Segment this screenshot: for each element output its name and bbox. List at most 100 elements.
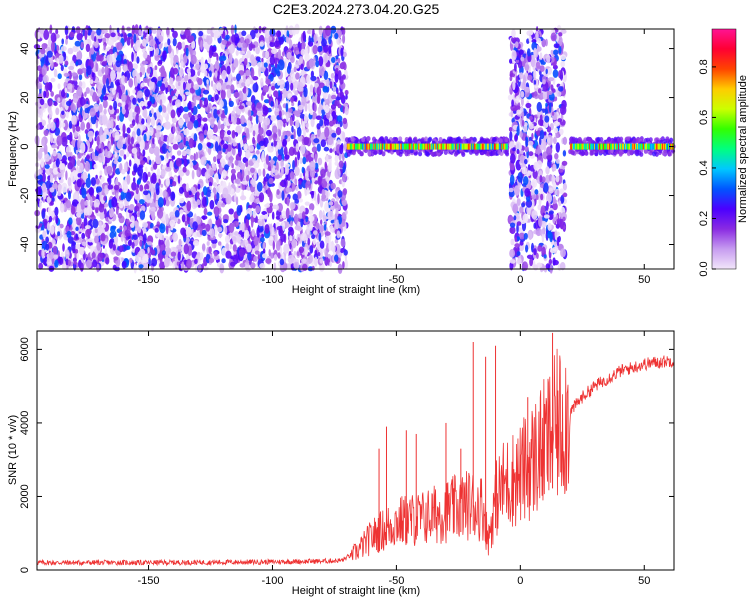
spectrogram-cell <box>90 177 96 187</box>
spectrogram-cell <box>82 154 86 160</box>
spectrogram-cell <box>211 46 217 53</box>
spectrogram-cell <box>131 24 136 35</box>
spectrogram-cell <box>305 154 309 163</box>
spectrogram-cell <box>198 30 204 37</box>
spectrogram-cell <box>61 182 68 193</box>
spectrogram-cell <box>213 156 217 163</box>
spectrogram-cell <box>331 94 337 100</box>
spectrogram-cell <box>114 131 120 141</box>
spectrogram-cell <box>72 170 78 177</box>
spectrogram-cell <box>155 125 163 131</box>
spectrogram-cell <box>329 148 333 154</box>
spectrogram-cell <box>48 109 53 119</box>
spectrogram-cell <box>84 29 88 41</box>
spectrogram-cell <box>386 139 391 145</box>
spectrogram-cell <box>328 120 334 127</box>
spectrogram-cell <box>296 251 300 257</box>
spectrogram-cell <box>448 136 453 142</box>
spectrogram-cell <box>205 223 211 232</box>
spectrogram-cell <box>124 76 128 84</box>
spectrogram-cell <box>88 187 95 196</box>
spectrogram-cell <box>190 54 197 65</box>
spectrogram-cell <box>323 146 330 152</box>
spectrogram-cell <box>85 177 92 188</box>
spectrogram-cell <box>188 138 194 149</box>
spectrogram-cell <box>328 240 332 251</box>
spectrogram-cell <box>294 166 300 176</box>
spectrogram-cell <box>77 139 80 150</box>
spectrogram-cell <box>287 254 294 264</box>
spectrogram-cell <box>143 190 149 196</box>
spectrogram-cell <box>65 199 72 209</box>
spectrogram-cell <box>150 166 154 171</box>
spectrogram-cell <box>46 50 53 58</box>
spectrogram-cell <box>297 190 302 201</box>
spectrogram-cell <box>276 226 283 231</box>
spectrogram-cell <box>253 161 260 169</box>
spectrogram-cell <box>202 117 208 122</box>
spectrogram-cell <box>57 231 61 237</box>
spectrogram-cell <box>79 237 83 244</box>
spectrogram-cell <box>344 209 348 215</box>
spectrogram-cell <box>221 69 227 80</box>
spectrogram-cell <box>86 206 93 216</box>
spectrogram-cell <box>221 39 227 45</box>
spectrogram-cell <box>228 223 235 233</box>
spectrogram-cell <box>114 151 118 158</box>
spectrogram-cell <box>167 44 172 54</box>
spectrogram-cell <box>265 78 271 85</box>
spectrogram-cell <box>305 216 309 223</box>
spectrogram-cell <box>98 203 105 213</box>
spectrogram-cell <box>150 206 156 212</box>
spectrogram-cell <box>325 251 329 258</box>
spectrogram-cell <box>461 139 466 145</box>
spectrogram-cell <box>139 248 146 257</box>
spectrogram-cell <box>180 35 187 40</box>
spectrogram-cell <box>139 139 145 151</box>
spectrogram-cell <box>151 142 156 149</box>
spectrogram-cell <box>64 249 70 259</box>
spectrogram-cell <box>104 148 108 158</box>
spectrogram-cell <box>186 258 192 269</box>
spectrogram-cell <box>109 24 112 35</box>
spectrogram-cell <box>243 85 247 94</box>
spectrogram-cell <box>185 148 191 155</box>
spectrogram-cell <box>212 182 218 188</box>
spectrogram-cell <box>191 169 195 180</box>
spectrogram-cell <box>180 30 184 35</box>
spectrogram-cell <box>275 204 279 211</box>
spectrogram-cell <box>330 25 337 34</box>
spectrogram-cell <box>113 184 120 191</box>
spectrogram-cell <box>54 259 59 268</box>
spectrogram-cell <box>278 129 282 137</box>
spectrogram-cell <box>45 180 52 190</box>
spectrogram-cell <box>289 202 296 210</box>
spectrogram-cell <box>94 235 99 244</box>
spectrogram-cell <box>255 46 260 55</box>
spectrogram-cell <box>131 51 135 62</box>
spectrogram-cell <box>67 83 73 90</box>
spectrogram-cell <box>276 139 282 150</box>
spectrogram-cell <box>68 65 75 71</box>
spectrogram-cell <box>106 78 109 89</box>
spectrogram-cell <box>153 146 160 157</box>
spectrogram-cell <box>279 181 284 186</box>
spectrogram-cell <box>235 178 241 185</box>
spectrogram-cell <box>344 89 349 96</box>
spectrogram-cell <box>109 129 113 134</box>
spectrogram-cell <box>59 203 65 213</box>
spectrogram-cell <box>101 66 105 74</box>
spectrogram-cell <box>50 32 57 43</box>
spectrogram-cell <box>337 103 342 109</box>
spectrogram-cell <box>216 154 223 159</box>
spectrogram-cell <box>334 154 339 163</box>
spectrogram-cell <box>293 251 297 256</box>
spectrogram-cell <box>74 40 81 47</box>
spectrogram-cell <box>142 227 147 236</box>
spectrogram-cell <box>182 81 186 91</box>
spectrogram-cell <box>297 81 304 92</box>
spectrogram-cell <box>301 258 307 264</box>
spectrogram-cell <box>178 238 182 247</box>
spectrogram-cell <box>166 145 170 150</box>
spectrogram-cell <box>151 210 156 221</box>
